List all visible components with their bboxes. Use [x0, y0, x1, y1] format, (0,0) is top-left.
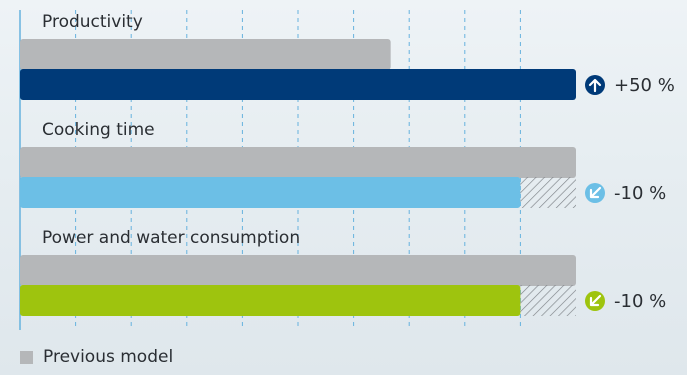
arrow-up-icon	[585, 75, 605, 95]
category-label: Productivity	[42, 12, 143, 32]
bar-chart: Productivity +50 % Cooking time -10 % Power …	[19, 10, 675, 330]
change-label: +50 %	[614, 75, 675, 96]
bar-previous	[20, 147, 576, 178]
bar-current	[20, 177, 521, 208]
reduction-hatch	[520, 177, 576, 208]
bars-layer: Productivity +50 % Cooking time -10 % Power …	[20, 12, 675, 316]
bar-previous	[20, 39, 391, 70]
arrow-down-left-icon	[585, 183, 605, 203]
bar-previous	[20, 255, 576, 286]
reduction-hatch	[520, 285, 576, 316]
category-label: Power and water consumption	[42, 228, 300, 248]
category-label: Cooking time	[42, 120, 155, 140]
change-label: -10 %	[614, 183, 666, 204]
legend: Previous model	[20, 347, 173, 367]
legend-swatch-previous	[20, 350, 33, 364]
bar-current	[20, 69, 576, 100]
legend-label-previous: Previous model	[43, 347, 174, 367]
arrow-down-left-icon	[585, 291, 605, 311]
bar-current	[20, 285, 521, 316]
change-label: -10 %	[614, 291, 666, 312]
